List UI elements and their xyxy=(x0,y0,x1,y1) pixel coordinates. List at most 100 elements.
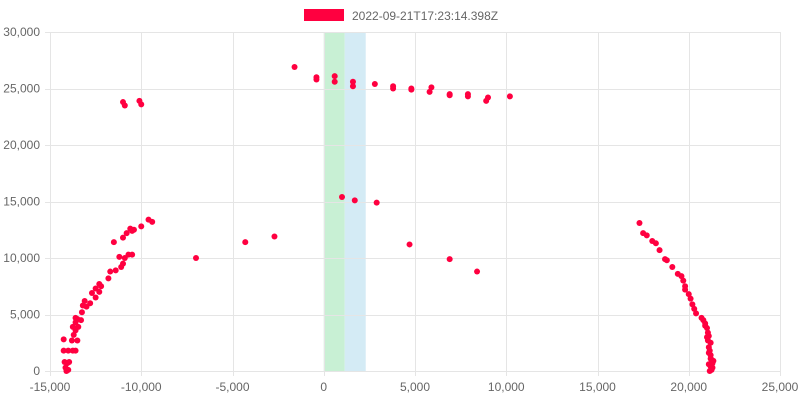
data-point[interactable] xyxy=(710,357,717,364)
data-point[interactable] xyxy=(464,91,471,98)
data-point[interactable] xyxy=(485,94,491,101)
data-point[interactable] xyxy=(669,264,676,271)
x-tick-label: 0 xyxy=(320,380,327,394)
data-point[interactable] xyxy=(390,83,397,90)
data-point[interactable] xyxy=(636,219,643,226)
data-point[interactable] xyxy=(652,240,659,247)
data-point[interactable] xyxy=(313,74,320,81)
data-point[interactable] xyxy=(74,337,81,344)
data-point[interactable] xyxy=(271,233,278,240)
data-point[interactable] xyxy=(60,347,67,354)
data-point[interactable] xyxy=(120,234,126,241)
data-point[interactable] xyxy=(68,337,75,344)
data-point[interactable] xyxy=(116,253,123,260)
data-point[interactable] xyxy=(120,260,126,267)
data-point[interactable] xyxy=(506,93,513,100)
data-point[interactable] xyxy=(66,358,73,365)
data-point[interactable] xyxy=(69,347,76,354)
axes: -15,000 -10,000 -5,000 0 5,000 10,000 15,000 20… xyxy=(3,25,798,394)
data-point[interactable] xyxy=(685,291,692,298)
y-tick-label: 5,000 xyxy=(10,308,40,322)
data-point[interactable] xyxy=(193,255,199,261)
data-point[interactable] xyxy=(62,364,69,371)
data-point[interactable] xyxy=(408,86,415,93)
data-point[interactable] xyxy=(704,334,710,341)
x-tick-label: -10,000 xyxy=(121,380,162,394)
data-point[interactable] xyxy=(107,268,114,275)
data-point[interactable] xyxy=(92,285,99,292)
data-point[interactable] xyxy=(121,102,128,109)
data-point[interactable] xyxy=(339,193,345,200)
data-point[interactable] xyxy=(121,255,128,261)
data-point[interactable] xyxy=(87,300,94,307)
legend[interactable]: 2022-09-21T17:23:14.398Z xyxy=(304,9,498,23)
data-point[interactable] xyxy=(123,230,130,237)
data-point[interactable] xyxy=(331,78,338,85)
data-point[interactable] xyxy=(428,84,435,91)
y-tick-label: 10,000 xyxy=(3,251,40,265)
data-point[interactable] xyxy=(60,336,67,343)
data-point[interactable] xyxy=(349,83,356,90)
data-point[interactable] xyxy=(351,197,358,204)
series-points xyxy=(60,64,717,374)
data-point[interactable] xyxy=(349,78,356,85)
data-point[interactable] xyxy=(291,64,298,71)
grid xyxy=(45,32,781,376)
data-point[interactable] xyxy=(656,247,663,254)
data-point[interactable] xyxy=(138,101,145,108)
data-point[interactable] xyxy=(705,349,712,356)
data-point[interactable] xyxy=(474,268,481,275)
data-point[interactable] xyxy=(130,226,137,233)
data-point[interactable] xyxy=(678,273,685,280)
data-point[interactable] xyxy=(689,301,696,308)
data-point[interactable] xyxy=(112,267,119,274)
data-point[interactable] xyxy=(707,339,714,346)
data-point[interactable] xyxy=(702,322,709,329)
data-point[interactable] xyxy=(105,275,112,282)
data-point[interactable] xyxy=(149,218,156,225)
data-point[interactable] xyxy=(693,310,700,317)
y-tick-label: 15,000 xyxy=(3,195,40,209)
data-point[interactable] xyxy=(75,323,82,330)
data-point[interactable] xyxy=(682,286,689,293)
data-point[interactable] xyxy=(705,361,712,368)
x-tick-label: 25,000 xyxy=(762,380,799,394)
data-point[interactable] xyxy=(129,251,136,258)
data-point[interactable] xyxy=(242,239,249,246)
data-point[interactable] xyxy=(446,91,453,98)
legend-swatch[interactable] xyxy=(304,9,344,21)
data-point[interactable] xyxy=(331,73,338,80)
data-point[interactable] xyxy=(88,290,95,297)
data-point[interactable] xyxy=(110,239,117,246)
data-point[interactable] xyxy=(65,347,72,354)
data-point[interactable] xyxy=(708,366,715,373)
x-tick-label: 5,000 xyxy=(400,380,430,394)
data-point[interactable] xyxy=(680,277,687,284)
data-point[interactable] xyxy=(643,232,650,239)
data-point[interactable] xyxy=(687,295,694,302)
data-point[interactable] xyxy=(96,280,103,287)
data-point[interactable] xyxy=(92,294,99,301)
data-point[interactable] xyxy=(373,199,380,206)
x-tick-label: 10,000 xyxy=(488,380,525,394)
y-tick-label: 20,000 xyxy=(3,138,40,152)
y-tick-label: 30,000 xyxy=(3,25,40,39)
data-point[interactable] xyxy=(446,256,453,263)
data-point[interactable] xyxy=(691,305,698,312)
x-tick-label: 20,000 xyxy=(670,380,707,394)
data-point[interactable] xyxy=(426,88,433,95)
data-point[interactable] xyxy=(72,314,79,321)
data-point[interactable] xyxy=(69,323,76,330)
data-point[interactable] xyxy=(79,302,86,309)
data-point[interactable] xyxy=(61,358,68,365)
data-point[interactable] xyxy=(70,331,77,338)
data-point[interactable] xyxy=(371,80,378,87)
data-point[interactable] xyxy=(78,309,85,316)
legend-label[interactable]: 2022-09-21T17:23:14.398Z xyxy=(352,9,498,23)
data-point[interactable] xyxy=(138,223,145,230)
highlight-bands xyxy=(323,32,366,371)
data-point[interactable] xyxy=(81,297,88,304)
data-point[interactable] xyxy=(663,257,670,264)
data-point[interactable] xyxy=(406,241,413,248)
